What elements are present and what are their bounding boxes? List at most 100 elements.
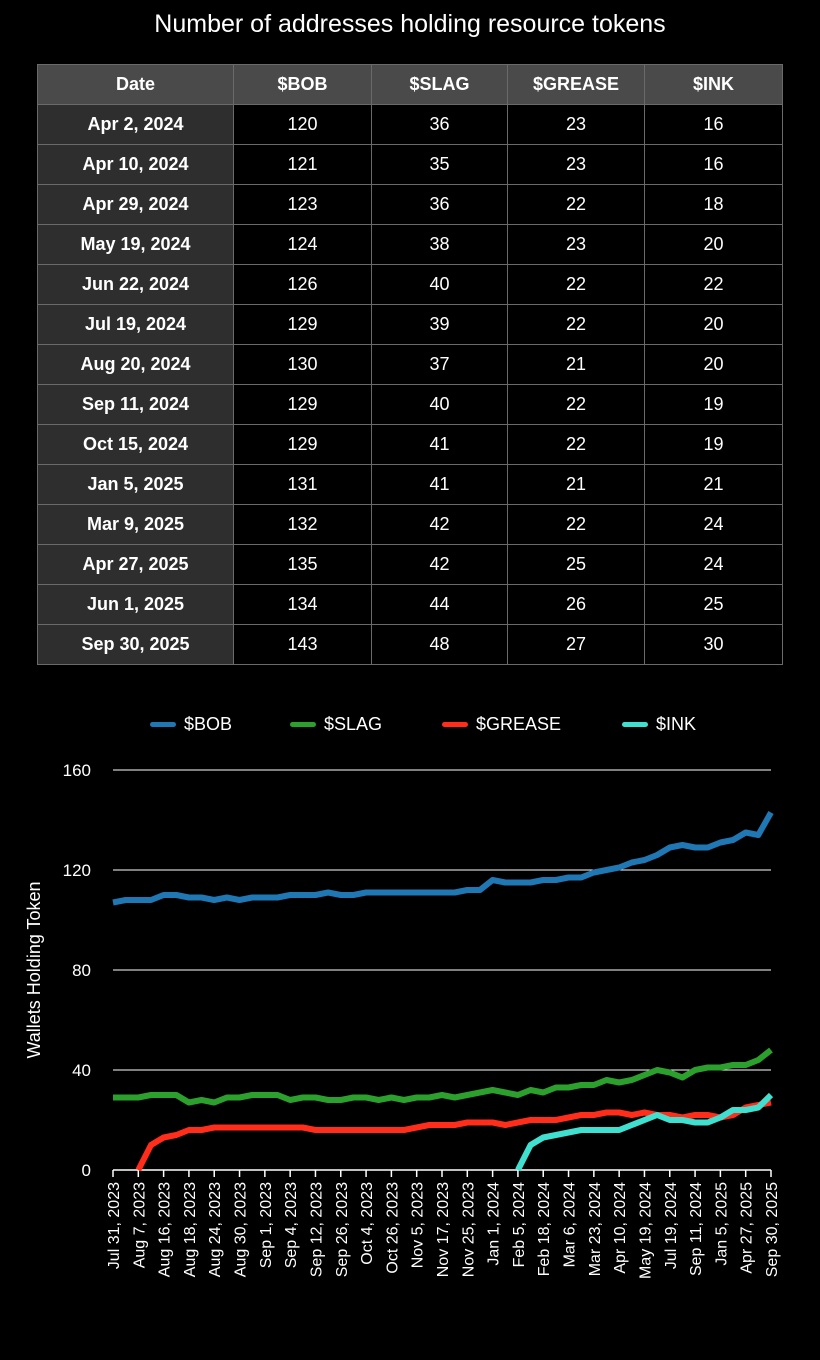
x-tick-label: Jan 5, 2025 (713, 1182, 730, 1266)
table-cell-value: 22 (507, 424, 645, 465)
table-cell-date: Jul 19, 2024 (37, 304, 234, 345)
table-cell-date: Sep 30, 2025 (37, 624, 234, 665)
table-cell-value: 23 (507, 224, 645, 265)
table-row: Apr 2, 2024 120 36 23 16 (37, 104, 783, 145)
y-axis-label: Wallets Holding Token (24, 881, 44, 1058)
table-row: Mar 9, 2025 132 42 22 24 (37, 504, 783, 545)
y-tick-label: 40 (72, 1061, 91, 1080)
table-cell-value: 41 (371, 424, 508, 465)
legend-label-slag: $SLAG (324, 713, 383, 734)
x-tick-label: Mar 6, 2024 (562, 1182, 579, 1267)
table-cell-value: 35 (371, 144, 508, 185)
table-cell-date: Apr 2, 2024 (37, 104, 234, 145)
x-tick-label: Mar 23, 2024 (587, 1182, 604, 1276)
table-cell-value: 42 (371, 504, 508, 545)
legend-label-grease: $GREASE (476, 713, 562, 734)
legend-label-bob: $BOB (184, 713, 233, 734)
table-cell-date: Jun 1, 2025 (37, 584, 234, 625)
table-cell-value: 16 (644, 144, 783, 185)
series-line-ink (515, 1092, 774, 1172)
table-cell-value: 42 (371, 544, 508, 585)
column-header-ink: $INK (644, 64, 783, 105)
table-row: Apr 27, 2025 135 42 25 24 (37, 544, 783, 585)
table-row: Aug 20, 2024 130 37 21 20 (37, 344, 783, 385)
table-cell-value: 129 (233, 304, 372, 345)
table-cell-value: 21 (644, 464, 783, 505)
table-cell-value: 19 (644, 424, 783, 465)
token-holders-table: Date $BOB $SLAG $GREASE $INK Apr 2, 2024… (37, 64, 783, 665)
x-tick-label: Aug 24, 2023 (207, 1182, 224, 1277)
legend-item-ink: $INK (622, 712, 696, 736)
x-tick-label: Apr 27, 2025 (739, 1182, 756, 1274)
y-tick-label: 120 (63, 861, 91, 880)
x-tick-label: Feb 18, 2024 (536, 1182, 553, 1276)
series-line-slag (113, 1047, 773, 1106)
table-cell-value: 134 (233, 584, 372, 625)
table-row: Apr 29, 2024 123 36 22 18 (37, 184, 783, 225)
x-tick-label: Sep 12, 2023 (308, 1182, 325, 1277)
legend-swatch-bob (150, 721, 176, 727)
chart-title: Number of addresses holding resource tok… (154, 10, 666, 38)
legend-item-grease: $GREASE (442, 712, 561, 736)
table-cell-value: 129 (233, 384, 372, 425)
column-header-bob: $BOB (233, 64, 372, 105)
column-header-date: Date (37, 64, 234, 105)
legend-item-slag: $SLAG (290, 712, 382, 736)
table-cell-value: 36 (371, 104, 508, 145)
table-cell-value: 23 (507, 144, 645, 185)
table-cell-value: 126 (233, 264, 372, 305)
table-cell-date: Jun 22, 2024 (37, 264, 234, 305)
table-cell-value: 24 (644, 544, 783, 585)
x-tick-label: Oct 26, 2023 (384, 1182, 401, 1274)
table-body: Apr 2, 2024 120 36 23 16 Apr 10, 2024 121 35 23 1… (37, 104, 783, 665)
x-tick-label: Sep 1, 2023 (258, 1182, 275, 1268)
table-cell-value: 129 (233, 424, 372, 465)
table-row: Apr 10, 2024 121 35 23 16 (37, 144, 783, 185)
legend-item-bob: $BOB (150, 712, 232, 736)
x-tick-label: Jan 1, 2024 (486, 1182, 503, 1266)
table-cell-value: 19 (644, 384, 783, 425)
table-cell-value: 22 (507, 384, 645, 425)
x-tick-label: Apr 10, 2024 (612, 1182, 629, 1274)
table-cell-date: May 19, 2024 (37, 224, 234, 265)
table-cell-value: 135 (233, 544, 372, 585)
table-cell-value: 44 (371, 584, 508, 625)
x-tick-label: Jul 31, 2023 (106, 1182, 123, 1269)
table-row: May 19, 2024 124 38 23 20 (37, 224, 783, 265)
x-tick-label: Aug 16, 2023 (157, 1182, 174, 1277)
table-header-row: Date $BOB $SLAG $GREASE $INK (37, 64, 783, 105)
x-tick-label: Sep 30, 2025 (764, 1182, 781, 1277)
x-tick-label: Aug 30, 2023 (233, 1182, 250, 1277)
table-cell-value: 30 (644, 624, 783, 665)
table-cell-value: 25 (507, 544, 645, 585)
table-cell-date: Oct 15, 2024 (37, 424, 234, 465)
table-cell-value: 18 (644, 184, 783, 225)
table-cell-value: 24 (644, 504, 783, 545)
y-tick-label: 80 (72, 961, 91, 980)
table-cell-value: 22 (507, 504, 645, 545)
table-cell-value: 37 (371, 344, 508, 385)
x-tick-label: Nov 17, 2023 (435, 1182, 452, 1277)
table-cell-value: 36 (371, 184, 508, 225)
table-cell-date: Sep 11, 2024 (37, 384, 234, 425)
table-cell-value: 131 (233, 464, 372, 505)
table-row: Sep 30, 2025 143 48 27 30 (37, 624, 783, 665)
table-cell-date: Mar 9, 2025 (37, 504, 234, 545)
legend-swatch-slag (290, 721, 316, 727)
table-cell-value: 124 (233, 224, 372, 265)
x-tick-label: Feb 5, 2024 (511, 1182, 528, 1268)
x-tick-label: Sep 26, 2023 (334, 1182, 351, 1277)
table-row: Jul 19, 2024 129 39 22 20 (37, 304, 783, 345)
x-tick-label: Jul 19, 2024 (663, 1182, 680, 1269)
table-cell-date: Apr 29, 2024 (37, 184, 234, 225)
x-tick-label: Sep 11, 2024 (688, 1182, 705, 1276)
table-row: Jan 5, 2025 131 41 21 21 (37, 464, 783, 505)
table-cell-value: 123 (233, 184, 372, 225)
table-cell-date: Apr 27, 2025 (37, 544, 234, 585)
chart-legend: $BOB $SLAG $GREASE $INK (0, 712, 820, 736)
table-cell-value: 22 (507, 184, 645, 225)
table-cell-value: 27 (507, 624, 645, 665)
x-tick-label: Aug 18, 2023 (182, 1182, 199, 1277)
column-header-grease: $GREASE (507, 64, 645, 105)
table-cell-date: Jan 5, 2025 (37, 464, 234, 505)
